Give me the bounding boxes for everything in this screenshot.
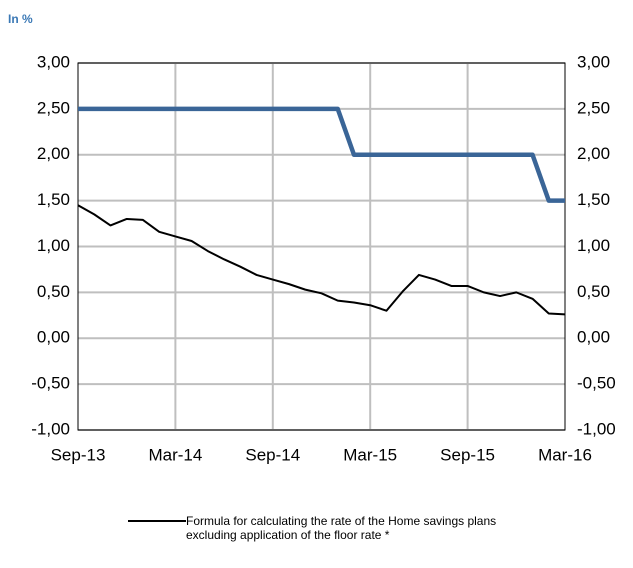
y2-tick-label: 2,00 — [577, 144, 610, 163]
y-tick-label: -1,00 — [31, 419, 70, 438]
y-tick-label: 3,00 — [37, 52, 70, 71]
y2-tick-label: 0,50 — [577, 282, 610, 301]
series-line — [78, 106, 565, 203]
x-tick-label: Mar-14 — [148, 445, 202, 464]
x-tick-label: Mar-16 — [538, 445, 592, 464]
y-tick-label: 2,00 — [37, 144, 70, 163]
unit-label: In % — [8, 12, 33, 26]
series-line — [77, 204, 566, 316]
y2-tick-label: -1,00 — [577, 419, 616, 438]
y2-tick-label: -0,50 — [577, 374, 616, 393]
y-tick-label: 0,50 — [37, 282, 70, 301]
y-tick-label: 1,50 — [37, 190, 70, 209]
y-tick-label: 2,50 — [37, 98, 70, 117]
x-tick-label: Sep-15 — [440, 445, 495, 464]
y-tick-label: 0,00 — [37, 328, 70, 347]
y-tick-label: 1,00 — [37, 236, 70, 255]
y2-tick-label: 1,00 — [577, 236, 610, 255]
x-tick-label: Mar-15 — [343, 445, 397, 464]
x-tick-label: Sep-14 — [245, 445, 300, 464]
y2-tick-label: 1,50 — [577, 190, 610, 209]
y2-tick-label: 2,50 — [577, 98, 610, 117]
y2-tick-label: 3,00 — [577, 52, 610, 71]
x-tick-label: Sep-13 — [51, 445, 106, 464]
legend-label: Formula for calculating the rate of the … — [186, 514, 497, 542]
y2-tick-label: 0,00 — [577, 328, 610, 347]
plot-border — [77, 62, 566, 431]
y-tick-label: -0,50 — [31, 374, 70, 393]
